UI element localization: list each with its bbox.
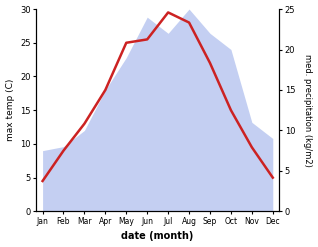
Y-axis label: med. precipitation (kg/m2): med. precipitation (kg/m2)	[303, 54, 313, 167]
Y-axis label: max temp (C): max temp (C)	[5, 79, 15, 141]
X-axis label: date (month): date (month)	[121, 231, 194, 242]
